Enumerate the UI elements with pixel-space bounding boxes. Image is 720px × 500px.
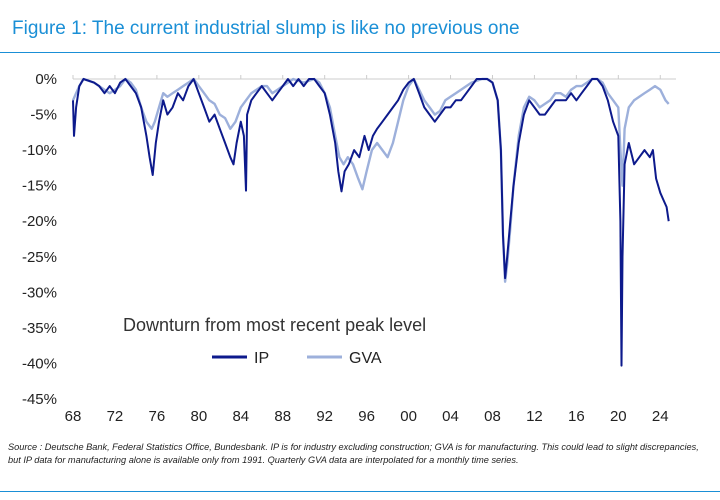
- y-axis-ticks: 0% -5% -10% -15% -20% -25% -30% -35% -40% -45%: [22, 71, 57, 408]
- source-note: Source : Deutsche Bank, Federal Statisti…: [8, 442, 699, 465]
- x-tick-label: 76: [149, 408, 166, 425]
- x-tick-label: 00: [400, 408, 417, 425]
- y-tick-label: -25%: [22, 249, 57, 266]
- y-tick-label: -20%: [22, 213, 57, 230]
- x-tick-label: 24: [652, 408, 669, 425]
- x-tick-label: 92: [316, 408, 333, 425]
- bottom-rule: [0, 491, 720, 492]
- legend-label-ip: IP: [254, 350, 269, 367]
- y-tick-label: 0%: [35, 71, 57, 88]
- y-tick-label: -35%: [22, 320, 57, 337]
- legend: IP GVA: [212, 350, 382, 367]
- x-tick-label: 20: [610, 408, 627, 425]
- x-tick-label: 12: [526, 408, 543, 425]
- x-tick-label: 84: [232, 408, 249, 425]
- y-tick-label: -10%: [22, 142, 57, 159]
- x-tick-label: 04: [442, 408, 459, 425]
- chart-annotation: Downturn from most recent peak level: [123, 315, 426, 335]
- x-axis-ticks: 68 72 76 80 84 88 92 96 00 04 08 12 16 20 24: [65, 75, 669, 425]
- series-line-ip: [72, 78, 670, 367]
- y-tick-label: -40%: [22, 355, 57, 372]
- series-layer: [71, 77, 670, 367]
- x-tick-label: 96: [358, 408, 375, 425]
- y-tick-label: -45%: [22, 391, 57, 408]
- y-tick-label: -5%: [30, 107, 57, 124]
- title-rule: [0, 52, 720, 53]
- x-tick-label: 72: [107, 408, 124, 425]
- series-line-gva: [71, 77, 670, 283]
- x-tick-label: 08: [484, 408, 501, 425]
- x-tick-label: 88: [274, 408, 291, 425]
- x-tick-label: 16: [568, 408, 585, 425]
- figure-title: Figure 1: The current industrial slump i…: [12, 18, 520, 39]
- y-tick-label: -15%: [22, 178, 57, 195]
- legend-label-gva: GVA: [349, 350, 382, 367]
- x-tick-label: 80: [190, 408, 207, 425]
- line-chart: 0% -5% -10% -15% -20% -25% -30% -35% -40% -45% 68…: [22, 71, 676, 425]
- y-tick-label: -30%: [22, 284, 57, 301]
- x-tick-label: 68: [65, 408, 82, 425]
